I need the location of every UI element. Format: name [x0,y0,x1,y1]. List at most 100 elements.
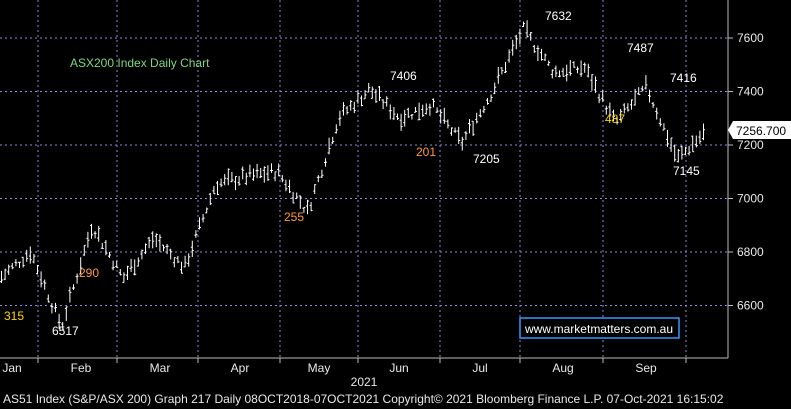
price-bar [536,45,540,62]
price-bar [50,303,54,314]
annotation-255: 255 [284,210,304,224]
price-bar [68,286,72,303]
price-bar [608,102,612,117]
price-bar [655,107,659,120]
price-bar [378,85,381,101]
annotation-7632: 7632 [545,9,572,23]
price-bar [410,114,414,120]
annotation-201: 201 [416,145,436,159]
price-bar [565,64,569,82]
price-bar [680,145,684,160]
x-tick-label-jun: Jun [389,361,408,375]
price-bar [320,169,324,179]
price-bar [144,243,147,254]
price-bar [331,136,335,144]
price-bar [666,129,669,147]
price-bar [691,135,695,153]
price-bar [158,234,162,252]
price-bar [97,225,101,242]
price-bar [460,136,464,151]
price-bar [244,172,248,186]
price-bar [543,53,547,61]
price-bar [572,61,576,68]
price-bar [421,104,425,117]
x-axis-year-label: 2021 [351,375,378,389]
last-price-value: 7256.700 [736,124,786,138]
price-bar [93,231,97,239]
price-bar [7,264,11,275]
price-bar [10,262,14,270]
price-bar [309,202,313,212]
price-bar [237,176,241,186]
price-bar [403,109,407,127]
price-bar [252,168,255,181]
price-bar [399,113,403,131]
price-bar [115,260,119,269]
price-bar [468,119,471,134]
price-bar [234,176,237,191]
price-bar [514,34,518,50]
price-bar [302,206,306,213]
price-bar [558,70,561,78]
price-bar [450,127,453,136]
price-bar [702,123,705,141]
x-tick-label-may: May [308,361,331,375]
price-bar [522,21,525,28]
price-bar [86,231,90,248]
price-bar [550,69,554,79]
price-bar [612,109,615,122]
annotation-7145: 7145 [673,164,700,178]
price-bar [414,106,417,113]
price-bar [43,279,47,290]
price-bar [540,48,543,61]
price-bar [374,89,378,103]
price-bar [349,100,353,111]
price-bar [162,244,165,252]
price-bar [637,87,641,96]
grid-layer [0,0,728,358]
price-bar [316,175,320,183]
price-bar [381,99,385,110]
price-bar [568,59,572,76]
price-bar [360,95,363,107]
price-bar [190,240,194,257]
annotation-487: 487 [605,112,625,126]
price-bar [453,127,457,133]
y-tick-label: 7400 [737,85,764,99]
price-bar [561,67,565,77]
price-bar [493,82,497,95]
price-bar [554,65,558,78]
price-bar [597,93,601,104]
price-bar [338,110,342,126]
price-bar [604,105,608,115]
price-bar [216,180,219,196]
price-bar [136,257,140,267]
price-bar [298,195,302,209]
price-bar [486,98,489,105]
price-bar [255,163,259,179]
y-tick-label: 6600 [737,299,764,313]
price-bar [327,137,331,155]
price-bar [428,103,432,116]
price-bar [583,62,587,73]
price-bar [104,239,108,256]
price-bar [306,199,309,215]
price-bar [363,90,367,100]
price-bar [14,259,18,267]
price-bar [507,49,511,63]
price-bar [223,174,227,186]
price-bar [504,61,507,74]
price-bar [547,60,551,66]
watermark-box: www.marketmatters.com.au [519,317,680,339]
x-tick-label-jul: Jul [472,361,487,375]
price-bar [122,272,126,284]
price-bar [82,244,86,256]
price-bar [324,158,327,167]
price-bar [21,256,25,268]
annotation-7487: 7487 [627,41,654,55]
price-bar [525,20,529,38]
price-bar [219,178,223,188]
price-bar [673,144,677,162]
price-bar [615,117,619,125]
price-bar [262,166,266,183]
